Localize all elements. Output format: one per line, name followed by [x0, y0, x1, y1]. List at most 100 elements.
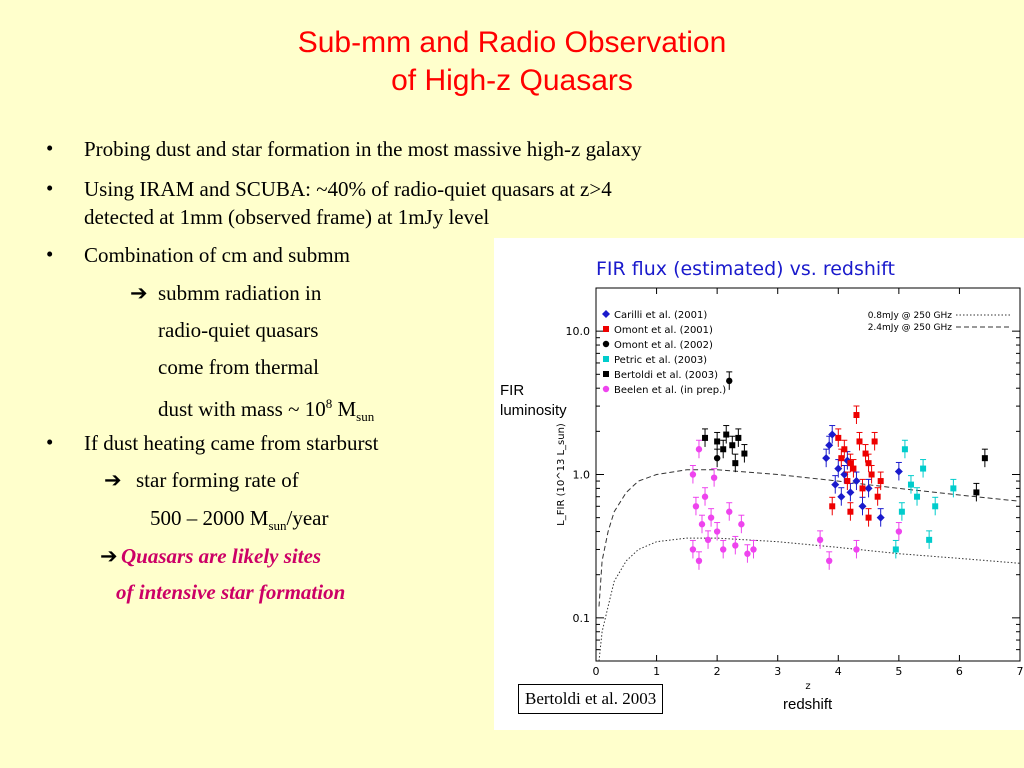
curve-legend-label: 2.4mJy @ 250 GHz [868, 323, 953, 333]
x-tick-label: 1 [653, 665, 660, 678]
curve-dashed [598, 469, 1021, 607]
bullet-text-2a: Using IRAM and SCUBA: ~40% of radio-quie… [84, 177, 612, 201]
x-axis-label: z [805, 681, 810, 692]
data-point [825, 441, 834, 450]
data-point [723, 431, 730, 438]
legend-marker [602, 385, 610, 393]
data-point [741, 450, 748, 457]
x-tick-label: 5 [895, 665, 902, 678]
bullet-text-4: If dust heating came from starburst [84, 431, 379, 455]
data-point [862, 450, 869, 457]
data-point [732, 542, 739, 549]
fir-luminosity-label: FIR luminosity [500, 382, 567, 419]
data-point [907, 481, 914, 488]
data-point [865, 514, 872, 521]
data-point [720, 546, 727, 553]
data-point [901, 446, 908, 453]
data-point [710, 474, 718, 481]
legend-label: Omont et al. (2002) [614, 340, 713, 351]
data-point [846, 488, 855, 497]
data-point [826, 557, 833, 565]
title-line-1: Sub-mm and Radio Observation [297, 26, 727, 59]
curve-legend-label: 0.8mJy @ 250 GHz [868, 311, 953, 321]
x-tick-label: 2 [714, 665, 721, 678]
data-point [856, 438, 863, 445]
y-axis-label: L_FIR (10^13 L_sun) [556, 423, 567, 526]
sf-text-2: 500 – 2000 Msun/year [150, 506, 329, 534]
arrow-icon-3: ➔ [100, 544, 118, 568]
sf-text-1: star forming rate of [136, 468, 299, 492]
data-point [847, 508, 854, 515]
bullet-text-1: Probing dust and star formation in the m… [84, 137, 642, 161]
data-point [838, 455, 845, 462]
data-point [816, 536, 824, 544]
data-point [871, 438, 878, 445]
data-point [981, 455, 988, 462]
data-point [822, 454, 831, 463]
data-point [892, 546, 899, 553]
data-point [726, 377, 733, 385]
data-point [874, 493, 881, 500]
data-point [713, 528, 721, 535]
legend-marker [603, 326, 609, 332]
data-point [702, 434, 709, 441]
legend-marker [603, 356, 609, 362]
data-point [689, 546, 697, 553]
data-point [714, 438, 721, 445]
data-point [692, 503, 700, 510]
redshift-label: redshift [783, 696, 833, 713]
data-point [828, 430, 837, 439]
credit-box: Bertoldi et al. 2003 [518, 684, 664, 714]
sub-text-1: submm radiation in [158, 281, 322, 305]
data-point [744, 550, 751, 557]
bullet-marker-2: • [46, 176, 54, 200]
arrow-icon-2: ➔ [104, 468, 122, 492]
data-point [859, 485, 866, 492]
data-point [695, 557, 703, 565]
arrow-icon: ➔ [130, 281, 148, 305]
data-point [834, 464, 843, 473]
data-point [726, 508, 733, 515]
sub-text-3: come from thermal [158, 355, 319, 379]
data-point [852, 477, 861, 486]
bullet-marker-1: • [46, 136, 54, 160]
data-point [729, 442, 736, 449]
legend-label: Bertoldi et al. (2003) [614, 370, 718, 381]
data-point [920, 465, 927, 472]
data-point [894, 467, 903, 476]
data-point [844, 478, 851, 485]
data-point [713, 454, 721, 462]
data-point [858, 502, 867, 511]
data-point [831, 480, 840, 489]
data-point [732, 460, 739, 467]
sub-text-4: dust with mass ~ 108 Msun [158, 396, 375, 425]
data-point [914, 493, 921, 500]
data-point [868, 471, 875, 478]
y-tick-label: 1.0 [573, 469, 591, 482]
data-point [835, 434, 842, 441]
data-point [841, 446, 848, 453]
legend-marker [603, 371, 609, 377]
y-tick-label: 10.0 [566, 325, 591, 338]
data-point [704, 536, 712, 544]
plot-panel [494, 238, 1024, 730]
x-tick-label: 3 [774, 665, 781, 678]
legend-label: Beelen et al. (in prep.) [614, 385, 726, 396]
data-point [750, 546, 757, 553]
legend-marker [602, 310, 610, 318]
fir-redshift-chart: 0 1 2 3 4 5 6 7 z 0.1 1.0 10.0 L_FIR (10^13 L_sun) Ca… [556, 287, 1024, 692]
curve-dotted [598, 537, 1021, 662]
data-point [876, 513, 885, 522]
data-point [840, 470, 849, 479]
bullet-text-2b: detected at 1mm (observed frame) at 1mJy… [84, 205, 490, 229]
data-point [707, 514, 715, 521]
data-point [695, 446, 703, 453]
data-point [698, 521, 706, 528]
data-point [843, 456, 852, 465]
bullet-marker-3: • [46, 242, 54, 266]
data-point [701, 493, 709, 500]
legend-label: Omont et al. (2001) [614, 325, 713, 336]
x-tick-label: 7 [1017, 665, 1024, 678]
data-point [720, 446, 727, 453]
data-point [865, 460, 872, 467]
